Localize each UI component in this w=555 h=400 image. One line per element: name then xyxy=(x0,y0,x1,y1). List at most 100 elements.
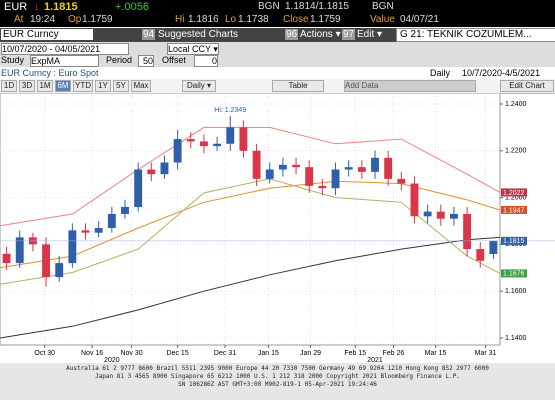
date-range[interactable]: 10/07/2020 - 04/05/2021 xyxy=(1,43,129,55)
candle-body xyxy=(436,211,445,219)
suggested-charts[interactable]: Suggested Charts xyxy=(158,29,239,40)
candle-body xyxy=(200,141,208,147)
security-field[interactable]: EUR Curncy xyxy=(1,29,93,40)
x-tick-label: Jan 15 xyxy=(258,350,279,357)
candle-body xyxy=(2,253,11,264)
candle-body xyxy=(331,169,340,189)
candle-body xyxy=(423,211,432,217)
candle-body xyxy=(55,263,64,278)
low: 1.1738 xyxy=(238,14,269,25)
footer-line: SN 106286Z AST GMT+3:00 M902-819-1 05-Ap… xyxy=(178,381,377,388)
candle-body xyxy=(410,183,419,217)
open: 1.1759 xyxy=(82,14,113,25)
indicator-line xyxy=(0,180,501,269)
price-tag-label: 1.1676 xyxy=(503,271,525,278)
template-field[interactable]: G 21: TEKNIK COZUMLEM... xyxy=(396,28,555,42)
candle-body xyxy=(318,185,327,189)
value-date: 04/07/21 xyxy=(400,14,439,25)
y-tick-label: 1.2400 xyxy=(505,101,527,108)
x-tick-label: Jan 29 xyxy=(300,350,321,357)
price-tag xyxy=(501,188,527,197)
footer-line: Japan 81 3 4565 8900 Singapore 65 6212 1… xyxy=(95,373,460,380)
plot-area xyxy=(0,93,501,346)
close-label: Close xyxy=(283,14,309,25)
x-tick-label: Mar 15 xyxy=(425,350,447,357)
period-button[interactable]: 6M xyxy=(55,80,71,92)
close: 1.1759 xyxy=(310,14,341,25)
candle-body xyxy=(81,230,90,233)
value-label: Value xyxy=(370,14,395,25)
caption-bar: EUR Curncy : Euro Spot Daily 10/7/2020-4… xyxy=(0,67,555,79)
toolbar: EUR Curncy 94 Suggested Charts 96 Action… xyxy=(0,28,555,42)
y-tick-label: 1.1600 xyxy=(505,288,527,295)
period-button[interactable]: 1Y xyxy=(95,80,111,92)
candle-body xyxy=(292,164,300,168)
open-label: Op xyxy=(68,14,82,25)
price-chart: 1.24001.22001.20001.18001.16001.1400Oct … xyxy=(0,93,555,363)
candle-body xyxy=(305,167,314,186)
menu-number: 94 xyxy=(142,29,156,40)
time: 19:24 xyxy=(30,14,56,25)
x-tick-label: Feb 26 xyxy=(383,350,405,357)
table-button[interactable]: Table xyxy=(272,80,324,92)
frequency: Daily xyxy=(430,68,451,78)
y-tick-label: 1.1400 xyxy=(505,335,527,342)
x-tick-label: Nov 30 xyxy=(120,350,142,357)
candle-body xyxy=(252,150,261,179)
add-data-field[interactable]: Add Data xyxy=(344,80,476,92)
bid-source: BGN xyxy=(258,1,280,12)
menu-number: 96 xyxy=(285,29,299,40)
candle-body xyxy=(213,143,222,147)
y-tick-label: 1.2000 xyxy=(505,194,527,201)
currency-select[interactable]: Local CCY ▾ xyxy=(167,43,219,55)
period-button[interactable]: Max xyxy=(131,80,151,92)
candle-body xyxy=(147,169,156,175)
x-tick-label: Oct 30 xyxy=(34,350,55,357)
period-button[interactable]: 5Y xyxy=(113,80,129,92)
ask-source: BGN xyxy=(372,1,394,12)
x-tick-label: Dec 15 xyxy=(167,350,189,357)
time-label: At xyxy=(14,14,24,25)
menu-number: 97 xyxy=(342,29,356,40)
high: 1.1816 xyxy=(188,14,219,25)
footer: Australia 61 2 9777 8600 Brazil 5511 239… xyxy=(0,363,555,400)
candle-body xyxy=(278,164,287,170)
edit-chart-button[interactable]: Edit Chart xyxy=(500,80,554,92)
quote-bar: EUR ↓ 1.1815 +.0056 BGN 1.1814/1.1815 BG… xyxy=(0,0,555,27)
offset-label: Offset xyxy=(162,55,186,65)
period-input[interactable]: 50 xyxy=(138,55,154,67)
candle-body xyxy=(489,240,498,254)
candle-body xyxy=(463,213,472,250)
ticker: EUR xyxy=(4,1,28,13)
candle-body xyxy=(94,228,103,233)
interval-select[interactable]: Daily ▾ xyxy=(182,80,216,92)
span: 10/7/2020-4/5/2021 xyxy=(462,68,541,78)
candle-body xyxy=(160,162,169,175)
footer-line: Australia 61 2 9777 8600 Brazil 5511 239… xyxy=(66,365,489,372)
offset-input[interactable]: 0 xyxy=(194,55,218,67)
candle-body xyxy=(42,244,50,278)
candle-body xyxy=(344,167,353,170)
candle-body xyxy=(450,213,458,219)
edit-menu[interactable]: Edit ▾ xyxy=(357,29,383,40)
candle-body xyxy=(357,167,366,172)
candle-body xyxy=(384,157,393,179)
period-button[interactable]: 1D xyxy=(1,80,17,92)
price-tag xyxy=(501,205,527,214)
period-button[interactable]: YTD xyxy=(73,80,93,92)
candle-body xyxy=(226,127,235,144)
price-tag-label: 1.1947 xyxy=(503,207,525,214)
candle-body xyxy=(121,206,129,214)
period-button[interactable]: 3D xyxy=(19,80,35,92)
period-button[interactable]: 1M xyxy=(37,80,53,92)
candle-body xyxy=(239,127,248,151)
indicator-line xyxy=(0,236,501,339)
y-tick-label: 1.2200 xyxy=(505,148,527,155)
settings-bar: 10/07/2020 - 04/05/2021 Local CCY ▾ Stud… xyxy=(0,42,555,67)
high-annotation: Hi: 1.2349 xyxy=(214,107,246,114)
high-label: Hi xyxy=(175,14,185,25)
candle-body xyxy=(265,169,274,179)
study-select[interactable]: ExpMA xyxy=(30,55,99,67)
actions-menu[interactable]: Actions ▾ xyxy=(300,29,341,40)
last-price: 1.1815 xyxy=(44,1,78,13)
